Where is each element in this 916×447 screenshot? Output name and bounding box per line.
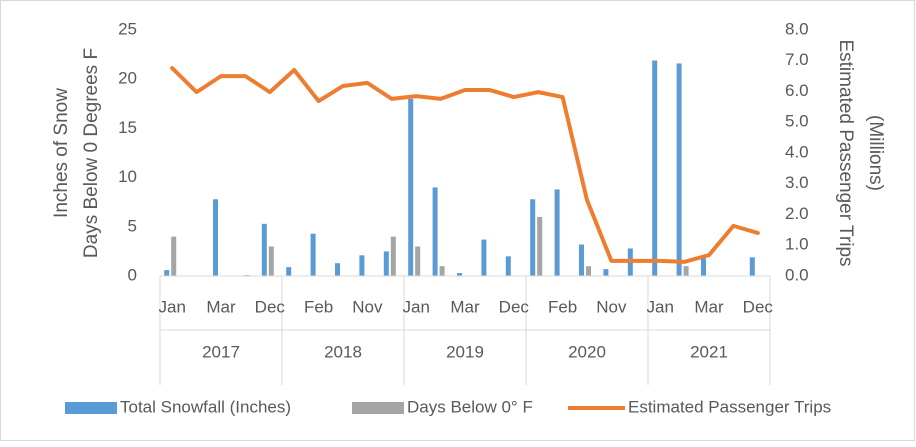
y2-tick-label: 7.0 xyxy=(785,50,809,69)
bar xyxy=(676,63,682,277)
legend-swatch xyxy=(352,402,404,414)
x-tick-label: Feb xyxy=(548,297,577,316)
bar xyxy=(530,199,536,276)
bar xyxy=(261,223,267,276)
bar xyxy=(457,273,462,276)
bar xyxy=(683,266,689,276)
bar xyxy=(164,270,170,276)
y-tick-label: 25 xyxy=(118,19,137,38)
x-tick-label: Jan xyxy=(402,297,429,316)
x-tick-label: Nov xyxy=(352,297,383,316)
bar xyxy=(359,255,365,276)
x-group-label: 2017 xyxy=(202,342,240,361)
bar xyxy=(408,98,414,276)
y2-tick-label: 2.0 xyxy=(785,204,809,223)
legend-swatch xyxy=(65,402,117,414)
bar xyxy=(537,216,543,276)
bar xyxy=(171,236,177,276)
y2-tick-label: 0.0 xyxy=(785,265,809,284)
y-tick-label: 10 xyxy=(118,167,137,186)
bar xyxy=(432,187,438,276)
legend-label: Total Snowfall (Inches) xyxy=(120,397,291,416)
x-tick-label: Mar xyxy=(694,297,724,316)
x-tick-label: Mar xyxy=(450,297,480,316)
x-group-label: 2018 xyxy=(324,342,362,361)
x-tick-label: Dec xyxy=(743,297,774,316)
bar xyxy=(439,266,445,276)
bar xyxy=(213,199,218,276)
y2-tick-label: 6.0 xyxy=(785,81,809,100)
y2-axis-title: Estimated Passenger Trips xyxy=(835,39,856,266)
y2-tick-label: 8.0 xyxy=(785,19,809,38)
y-tick-label: 5 xyxy=(128,216,137,235)
bar xyxy=(603,269,609,276)
x-tick-label: Jan xyxy=(646,297,673,316)
x-group-label: 2021 xyxy=(690,342,728,361)
y2-tick-label: 1.0 xyxy=(785,235,809,254)
line-series xyxy=(170,66,760,264)
bar xyxy=(383,251,389,276)
x-tick-label: Jan xyxy=(158,297,185,316)
bar xyxy=(268,246,274,276)
legend-label: Estimated Passenger Trips xyxy=(628,397,831,416)
x-tick-label: Nov xyxy=(596,297,627,316)
bar xyxy=(579,244,584,276)
y-tick-label: 0 xyxy=(128,265,137,284)
x-tick-label: Feb xyxy=(304,297,333,316)
bar xyxy=(481,239,487,276)
x-tick-label: Mar xyxy=(206,297,236,316)
y2-tick-label: 3.0 xyxy=(785,173,809,192)
y2-axis-title: (Millions) xyxy=(865,115,886,191)
bar xyxy=(415,246,421,276)
bar xyxy=(310,233,316,276)
bar xyxy=(554,189,560,276)
y-axis-title: Inches of Snow xyxy=(51,88,72,218)
y2-tick-label: 5.0 xyxy=(785,112,809,131)
bar xyxy=(390,236,396,276)
bar xyxy=(749,257,755,276)
legend-label: Days Below 0° F xyxy=(407,397,533,416)
bar xyxy=(701,258,706,276)
x-group-label: 2019 xyxy=(446,342,484,361)
x-tick-label: Dec xyxy=(255,297,286,316)
x-tick-label: Dec xyxy=(499,297,530,316)
y-tick-label: 15 xyxy=(118,118,137,137)
bar xyxy=(652,60,658,277)
bar xyxy=(505,256,511,276)
x-group-label: 2020 xyxy=(568,342,606,361)
y2-tick-label: 4.0 xyxy=(785,142,809,161)
y-axis-title: Days Below 0 Degrees F xyxy=(81,48,102,258)
bar xyxy=(335,263,340,276)
y-tick-label: 20 xyxy=(118,69,137,88)
bar xyxy=(586,266,591,276)
bar xyxy=(286,267,292,276)
